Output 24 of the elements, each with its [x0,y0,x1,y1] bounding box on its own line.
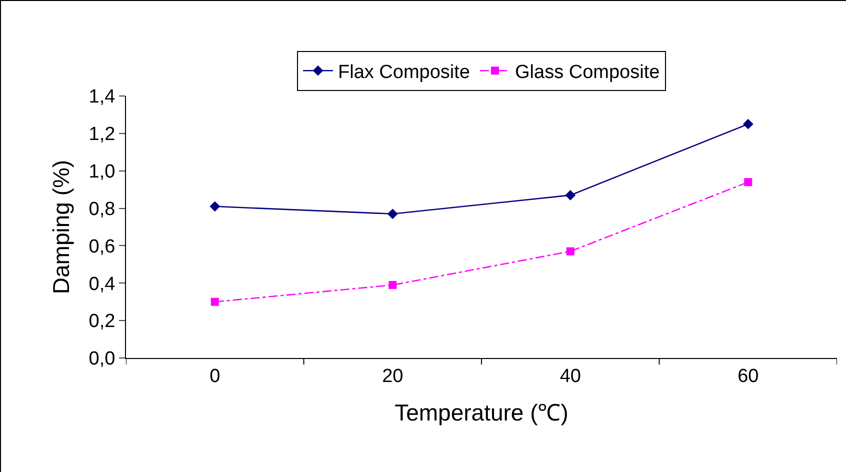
y-tick-label: 0,8 [88,198,116,220]
x-tick-label: 40 [560,366,581,387]
point [210,201,220,212]
x-tick-label: 20 [382,366,404,387]
point [742,118,754,130]
y-tick-label: 0,4 [88,274,116,295]
x-axis-title: Temperature (℃) [394,399,568,426]
y-axis-title: Damping (%) [48,160,74,294]
point [387,208,398,220]
point [565,190,576,200]
x-tick-label: 60 [738,366,759,387]
x-tick-label: 0 [210,366,220,387]
y-tick-label: 1,2 [88,124,116,146]
legend-label: Flax Composite [338,62,470,84]
y-tick-label: 0,0 [88,348,116,370]
y-tick-label: 1,0 [88,162,116,183]
point [744,178,752,186]
point [566,247,574,256]
point [210,298,219,306]
y-tick-label: 0,6 [88,236,116,258]
legend-label: Glass Composite [515,62,660,84]
point [388,281,397,290]
y-tick-label: 0,2 [88,311,116,332]
y-tick-label: 1,4 [88,86,116,108]
